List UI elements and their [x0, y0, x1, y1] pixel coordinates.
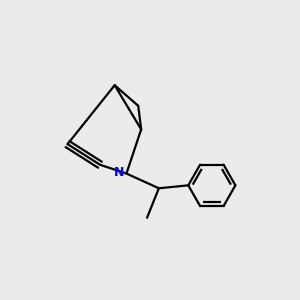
Text: N: N: [114, 166, 124, 178]
